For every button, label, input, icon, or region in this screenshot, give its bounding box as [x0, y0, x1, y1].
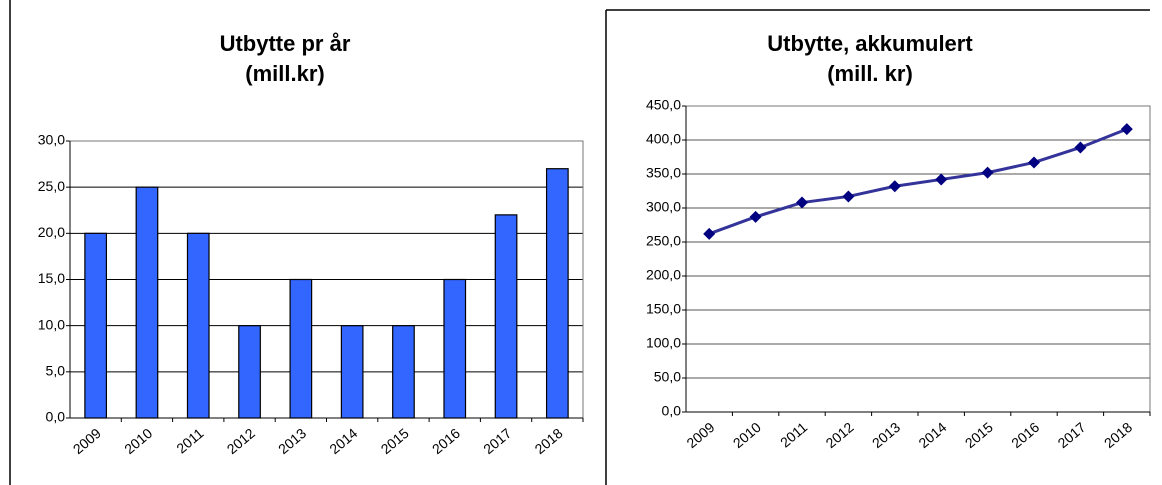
marker: [1074, 141, 1087, 154]
x-tick-label: 2012: [224, 425, 258, 457]
y-tick-label: 300,0: [646, 199, 681, 215]
x-tick-label: 2014: [915, 419, 949, 451]
x-tick-label: 2017: [480, 425, 514, 457]
x-tick-label: 2016: [429, 425, 463, 457]
bar: [135, 186, 159, 419]
line: [708, 127, 1128, 236]
x-tick-label: 2011: [777, 419, 811, 451]
chart-subtitle: (mill.kr): [245, 61, 324, 86]
x-tick-label: 2013: [869, 419, 903, 451]
y-tick-label: 400,0: [646, 131, 681, 147]
marker: [888, 180, 901, 193]
y-tick-label: 20,0: [38, 224, 65, 240]
y-tick-label: 10,0: [38, 316, 65, 332]
y-tick-label: 250,0: [646, 233, 681, 249]
y-tick-label: 0,0: [662, 403, 682, 419]
x-tick-label: 2017: [1055, 419, 1089, 451]
y-tick-label: 15,0: [38, 270, 65, 286]
bar: [186, 232, 210, 419]
chart-subtitle: (mill. kr): [827, 61, 913, 86]
x-tick-label: 2013: [275, 425, 309, 457]
x-tick-label: 2015: [378, 425, 412, 457]
x-tick-label: 2012: [823, 419, 857, 451]
x-tick-label: 2010: [730, 419, 764, 451]
x-tick-label: 2016: [1008, 419, 1042, 451]
y-tick-label: 150,0: [646, 301, 681, 317]
marker: [703, 227, 716, 240]
y-tick-label: 100,0: [646, 335, 681, 351]
y-tick-label: 350,0: [646, 165, 681, 181]
x-tick-label: 2018: [1101, 419, 1135, 451]
x-tick-label: 2015: [962, 419, 996, 451]
marker: [796, 196, 808, 209]
bar: [340, 325, 364, 419]
bar: [443, 278, 467, 419]
bar: [84, 232, 108, 419]
marker: [935, 173, 948, 186]
bar: [238, 325, 261, 419]
bar: [392, 325, 415, 419]
chart-title: Utbytte, akkumulert: [767, 31, 973, 56]
marker: [842, 190, 855, 203]
bar: [289, 278, 313, 419]
x-tick-label: 2011: [173, 425, 207, 457]
y-tick-label: 50,0: [654, 369, 681, 385]
x-tick-label: 2018: [532, 425, 566, 457]
y-tick-label: 5,0: [46, 363, 66, 379]
x-tick-label: 2014: [326, 425, 360, 457]
marker: [981, 166, 994, 179]
bar: [545, 168, 569, 419]
y-tick-label: 450,0: [646, 97, 681, 113]
y-tick-label: 0,0: [46, 409, 66, 425]
chart-title: Utbytte pr år: [220, 31, 351, 56]
x-tick-label: 2009: [683, 419, 717, 451]
marker: [749, 210, 762, 223]
x-tick-label: 2009: [70, 425, 104, 457]
y-tick-label: 25,0: [38, 178, 65, 194]
y-tick-label: 30,0: [38, 132, 65, 148]
marker: [1028, 156, 1040, 169]
bar: [494, 214, 518, 419]
marker: [1120, 123, 1133, 136]
y-tick-label: 200,0: [646, 267, 681, 283]
x-tick-label: 2010: [121, 425, 155, 457]
